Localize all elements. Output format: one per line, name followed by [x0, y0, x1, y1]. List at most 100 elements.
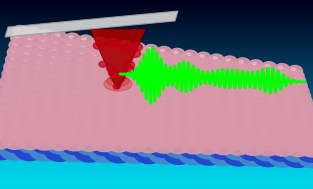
Ellipse shape [44, 101, 51, 105]
Ellipse shape [13, 42, 18, 45]
Ellipse shape [166, 96, 190, 112]
Ellipse shape [141, 74, 160, 88]
Ellipse shape [280, 126, 307, 145]
Ellipse shape [260, 130, 268, 134]
Ellipse shape [235, 58, 250, 69]
Ellipse shape [185, 131, 195, 136]
Ellipse shape [93, 52, 98, 55]
Ellipse shape [57, 73, 79, 88]
Ellipse shape [42, 78, 65, 94]
Ellipse shape [50, 111, 74, 129]
Ellipse shape [127, 68, 147, 82]
Ellipse shape [47, 126, 76, 147]
Ellipse shape [194, 127, 222, 146]
Ellipse shape [65, 56, 71, 59]
Ellipse shape [45, 97, 53, 101]
Ellipse shape [88, 98, 94, 101]
Ellipse shape [157, 105, 166, 110]
Ellipse shape [49, 44, 66, 57]
Ellipse shape [63, 69, 69, 72]
Ellipse shape [146, 67, 152, 70]
Ellipse shape [237, 84, 256, 98]
Ellipse shape [27, 44, 32, 47]
Ellipse shape [26, 121, 33, 125]
Ellipse shape [200, 132, 210, 137]
Ellipse shape [64, 62, 70, 65]
Ellipse shape [289, 126, 296, 130]
Ellipse shape [208, 133, 237, 153]
Ellipse shape [22, 105, 48, 123]
Ellipse shape [54, 41, 60, 44]
Ellipse shape [86, 107, 95, 111]
Ellipse shape [29, 103, 38, 107]
Ellipse shape [106, 54, 111, 57]
Ellipse shape [85, 120, 94, 125]
Ellipse shape [44, 72, 65, 87]
Ellipse shape [51, 105, 75, 122]
Ellipse shape [301, 132, 310, 136]
Ellipse shape [0, 96, 21, 113]
Ellipse shape [11, 120, 18, 125]
Ellipse shape [263, 94, 285, 109]
Ellipse shape [19, 118, 47, 138]
Ellipse shape [245, 124, 253, 128]
Ellipse shape [69, 88, 92, 104]
Ellipse shape [154, 87, 174, 102]
Ellipse shape [74, 61, 92, 74]
Ellipse shape [284, 96, 290, 100]
Ellipse shape [303, 127, 310, 131]
Ellipse shape [172, 132, 180, 137]
Ellipse shape [40, 46, 46, 49]
Ellipse shape [75, 134, 105, 155]
Ellipse shape [11, 57, 18, 60]
Ellipse shape [254, 131, 280, 150]
Ellipse shape [2, 67, 22, 81]
Ellipse shape [165, 134, 192, 153]
Ellipse shape [156, 142, 166, 147]
Ellipse shape [254, 97, 262, 101]
Ellipse shape [168, 67, 187, 80]
Ellipse shape [294, 104, 313, 119]
Ellipse shape [171, 125, 180, 129]
Ellipse shape [9, 39, 26, 51]
Ellipse shape [210, 124, 235, 143]
Ellipse shape [212, 75, 219, 79]
Ellipse shape [187, 81, 192, 85]
Ellipse shape [187, 53, 191, 55]
Ellipse shape [255, 108, 263, 112]
Ellipse shape [15, 76, 37, 92]
Ellipse shape [18, 125, 46, 146]
Ellipse shape [194, 104, 218, 121]
Ellipse shape [287, 116, 294, 120]
Ellipse shape [106, 60, 111, 63]
Ellipse shape [99, 77, 120, 92]
Ellipse shape [155, 59, 173, 72]
Ellipse shape [8, 134, 16, 139]
Ellipse shape [259, 146, 270, 151]
Ellipse shape [304, 147, 313, 152]
Ellipse shape [278, 79, 284, 82]
Ellipse shape [88, 56, 107, 70]
Ellipse shape [30, 70, 49, 84]
Ellipse shape [125, 97, 147, 113]
Ellipse shape [239, 79, 245, 82]
Ellipse shape [186, 90, 193, 94]
Ellipse shape [66, 101, 91, 119]
Ellipse shape [199, 85, 206, 89]
Ellipse shape [290, 80, 307, 93]
Ellipse shape [38, 99, 63, 116]
Ellipse shape [54, 125, 64, 130]
Ellipse shape [159, 97, 165, 100]
Ellipse shape [196, 96, 217, 112]
Ellipse shape [0, 122, 14, 141]
Ellipse shape [81, 44, 85, 47]
Ellipse shape [35, 110, 60, 129]
Ellipse shape [33, 80, 39, 83]
Ellipse shape [132, 70, 138, 73]
Ellipse shape [222, 56, 237, 67]
Ellipse shape [182, 78, 201, 92]
Ellipse shape [194, 81, 215, 96]
Ellipse shape [280, 108, 303, 124]
Ellipse shape [84, 81, 105, 96]
Ellipse shape [272, 130, 281, 135]
